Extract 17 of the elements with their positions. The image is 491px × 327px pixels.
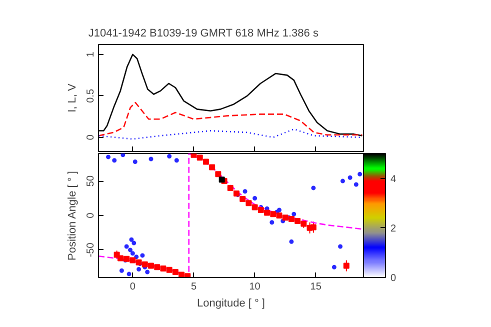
color-bar-label: 4 — [390, 174, 396, 185]
chart-title: J1041-1942 B1039-19 GMRT 618 MHz 1.386 s — [88, 28, 319, 40]
x-tick-label: 15 — [310, 282, 322, 292]
x-tick-label: 0 — [130, 282, 136, 292]
x-axis-title: Longitude [ ° ] — [197, 298, 266, 310]
color-bar-label: 0 — [390, 273, 396, 284]
x-tick-label: 5 — [190, 282, 197, 292]
x-tick-label: 10 — [249, 282, 261, 292]
y-axis-title: I, L, V — [66, 82, 78, 112]
y-tick-label: 0 — [86, 134, 96, 140]
y-tick-label: 0 — [86, 212, 96, 218]
y-tick-label: 50 — [86, 175, 96, 187]
y-tick-label: 1 — [86, 51, 96, 58]
y-tick-label: 0.5 — [86, 88, 96, 103]
color-bar-label: 2 — [390, 223, 396, 234]
y-axis-title: Position Angle [ ° ] — [66, 171, 78, 260]
y-tick-label: -50 — [86, 242, 96, 258]
